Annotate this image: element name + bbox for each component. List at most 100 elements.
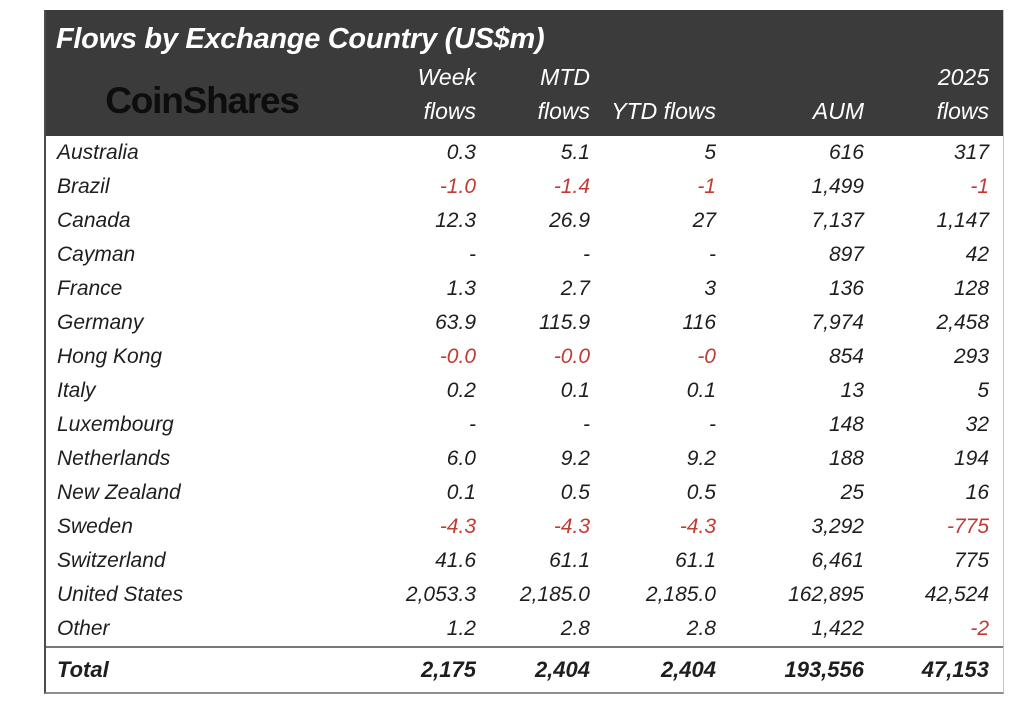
table-row: Other 1.2 2.8 2.8 1,422 -2 (46, 612, 1003, 647)
value-cell: -775 (946, 515, 990, 538)
table-header: Flows by Exchange Country (US$m) CoinSha… (46, 10, 1004, 136)
country-cell: Australia (57, 141, 139, 164)
country-cell: Luxembourg (57, 413, 174, 436)
total-2025-flows: 47,153 (866, 646, 1004, 692)
value-cell: -1 (970, 175, 990, 198)
value-cell: 7,974 (811, 311, 864, 334)
value-cell: 0.1 (686, 379, 716, 402)
header-line2: AUM (812, 98, 864, 124)
value-cell: 616 (828, 141, 864, 164)
value-cell: - (469, 413, 476, 436)
table-row: Switzerland 41.6 61.1 61.1 6,461 775 (46, 544, 1003, 578)
value-cell: 5.1 (560, 141, 590, 164)
value-cell: 317 (953, 141, 990, 164)
value-cell: 2.8 (560, 617, 590, 640)
col-header-ytd-flows: YTD flows (592, 60, 718, 136)
value-cell: 2,458 (936, 311, 990, 334)
value-cell: 2,053.3 (405, 583, 476, 606)
value-cell: 0.5 (686, 481, 716, 504)
value-cell: 136 (828, 277, 864, 300)
value-cell: 13 (840, 379, 864, 402)
table-row: Netherlands 6.0 9.2 9.2 188 194 (46, 442, 1003, 476)
table-row: Cayman - - - 897 42 (46, 238, 1003, 272)
table-row: Canada 12.3 26.9 27 7,137 1,147 (46, 204, 1003, 238)
value-cell: 0.1 (446, 481, 476, 504)
header-line2: YTD flows (611, 98, 716, 124)
value-cell: -4.3 (679, 515, 716, 538)
value-cell: 41.6 (435, 549, 476, 572)
value-cell: 61.1 (675, 549, 716, 572)
value-cell: 897 (828, 243, 864, 266)
col-header-mtd-flows: MTD flows (478, 60, 592, 136)
country-cell: France (57, 277, 123, 300)
title-row: Flows by Exchange Country (US$m) (46, 10, 1003, 60)
value-cell: -1.0 (439, 175, 476, 198)
country-cell: Brazil (57, 175, 110, 198)
value-cell: 6.0 (446, 447, 476, 470)
value-cell: 1,147 (936, 209, 990, 232)
value-cell: 2.7 (560, 277, 590, 300)
value-cell: -4.3 (439, 515, 476, 538)
header-line1 (592, 60, 716, 94)
country-cell: Canada (57, 209, 131, 232)
value-cell: -1 (697, 175, 716, 198)
value-cell: 116 (682, 311, 716, 334)
value-cell: -1.4 (553, 175, 590, 198)
country-cell: Germany (57, 311, 144, 334)
header-line2: flows (423, 98, 476, 124)
value-cell: 1,499 (811, 175, 864, 198)
value-cell: 42 (965, 243, 990, 266)
value-cell: 6,461 (811, 549, 864, 572)
value-cell: - (583, 243, 590, 266)
table-row: Sweden -4.3 -4.3 -4.3 3,292 -775 (46, 510, 1003, 544)
table-title: Flows by Exchange Country (US$m) (56, 23, 545, 55)
total-label: Total (46, 646, 326, 692)
value-cell: 148 (828, 413, 864, 436)
table-row: Brazil -1.0 -1.4 -1 1,499 -1 (46, 170, 1003, 204)
value-cell: 16 (965, 481, 990, 504)
value-cell: 0.1 (560, 379, 590, 402)
value-cell: 0.2 (446, 379, 476, 402)
country-cell: Cayman (57, 243, 136, 266)
value-cell: 115.9 (539, 311, 590, 334)
table-row: United States 2,053.3 2,185.0 2,185.0 16… (46, 578, 1003, 612)
value-cell: 63.9 (435, 311, 476, 334)
value-cell: 32 (965, 413, 990, 436)
table-row: New Zealand 0.1 0.5 0.5 25 16 (46, 476, 1003, 510)
header-line1: MTD (540, 64, 590, 90)
header-line1: 2025 (937, 64, 990, 90)
flows-by-exchange-country-table: Flows by Exchange Country (US$m) CoinSha… (46, 10, 1004, 692)
table-footer: Total 2,175 2,404 2,404 193,556 47,153 (46, 646, 1004, 692)
value-cell: 12.3 (435, 209, 476, 232)
country-cell: United States (57, 583, 184, 606)
header-line1: Week (417, 64, 476, 90)
table-row: Australia 0.3 5.1 5 616 317 (46, 136, 1003, 170)
value-cell: 9.2 (560, 447, 590, 470)
total-mtd-flows: 2,404 (478, 646, 592, 692)
col-header-2025-flows: 2025 flows (866, 60, 1003, 136)
value-cell: 128 (953, 277, 990, 300)
value-cell: 25 (840, 481, 864, 504)
value-cell: 775 (953, 549, 990, 572)
value-cell: 2,185.0 (519, 583, 590, 606)
value-cell: - (583, 413, 590, 436)
header-line2: flows (936, 98, 990, 124)
value-cell: -0.0 (553, 345, 590, 368)
total-week-flows: 2,175 (326, 646, 478, 692)
col-header-week-flows: Week flows (326, 60, 478, 136)
coinshares-logo: CoinShares (105, 80, 300, 121)
value-cell: - (709, 243, 716, 266)
value-cell: - (709, 413, 716, 436)
table-row: Luxembourg - - - 148 32 (46, 408, 1003, 442)
country-cell: Other (57, 617, 110, 640)
value-cell: -0 (697, 345, 716, 368)
value-cell: 2.8 (686, 617, 716, 640)
value-cell: -4.3 (553, 515, 590, 538)
flows-table-container: Flows by Exchange Country (US$m) CoinSha… (44, 10, 1004, 694)
total-ytd-flows: 2,404 (592, 646, 718, 692)
value-cell: 0.5 (560, 481, 590, 504)
header-line1 (718, 60, 864, 94)
country-cell: Netherlands (57, 447, 171, 470)
column-header-row: CoinShares Week flows MTD flows YTD flow… (46, 60, 1003, 136)
value-cell: 2,185.0 (645, 583, 716, 606)
